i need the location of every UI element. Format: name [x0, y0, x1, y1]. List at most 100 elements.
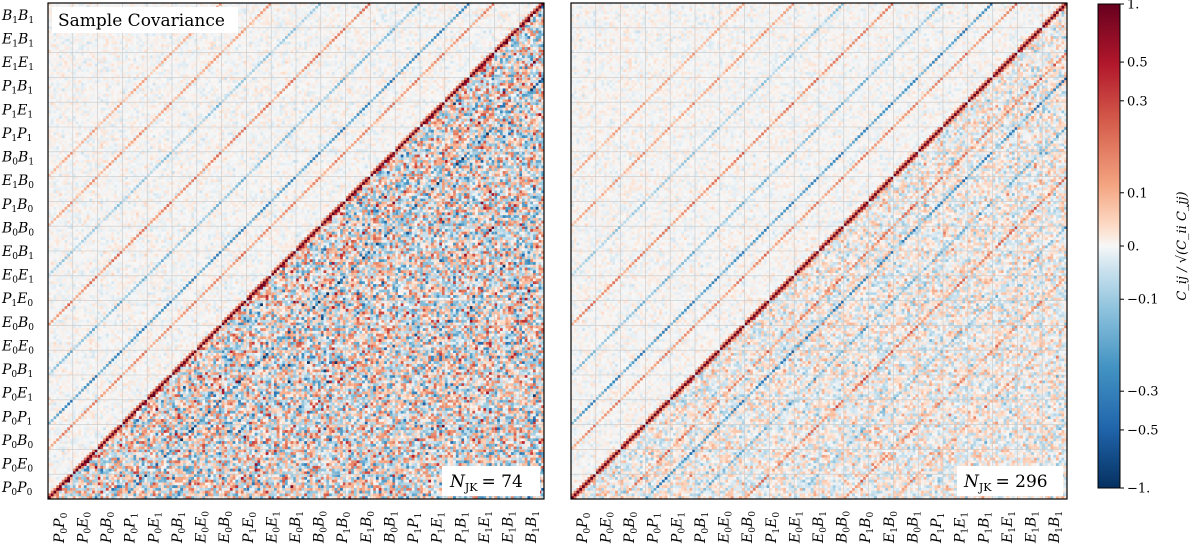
heatmap-cell — [525, 20, 528, 23]
heatmap-cell — [511, 22, 514, 25]
heatmap-cell — [255, 9, 258, 12]
heatmap-cell — [395, 17, 398, 20]
heatmap-cell — [241, 17, 244, 20]
heatmap-cell — [274, 11, 277, 14]
heatmap-cell — [370, 28, 373, 31]
heatmap-cell — [384, 14, 387, 17]
heatmap-cell — [246, 22, 249, 25]
heatmap-cell — [437, 9, 440, 12]
heatmap-cell — [296, 14, 299, 17]
heatmap-cell — [282, 20, 285, 23]
heatmap-cell — [530, 6, 533, 9]
heatmap-cell — [290, 11, 293, 14]
heatmap-cell — [387, 6, 390, 9]
heatmap-cell — [387, 28, 390, 31]
heatmap-cell — [337, 17, 340, 20]
heatmap-cell — [530, 17, 533, 20]
heatmap-cell — [279, 11, 282, 14]
heatmap-cell — [354, 28, 357, 31]
heatmap-cell — [486, 14, 489, 17]
heatmap-cell — [329, 20, 332, 23]
heatmap-cell — [420, 22, 423, 25]
heatmap-cell — [503, 28, 506, 31]
heatmap-cell — [310, 20, 313, 23]
heatmap-cell — [255, 14, 258, 17]
heatmap-cell — [431, 9, 434, 12]
heatmap-cell — [434, 17, 437, 20]
heatmap-cell — [299, 9, 302, 12]
heatmap-cell — [412, 22, 415, 25]
heatmap-cell — [348, 20, 351, 23]
heatmap-cell — [282, 28, 285, 31]
heatmap-cell — [266, 22, 269, 25]
heatmap-cell — [296, 6, 299, 9]
heatmap-cell — [340, 14, 343, 17]
heatmap-cell — [494, 9, 497, 12]
heatmap-cell — [324, 9, 327, 12]
heatmap-cell — [304, 20, 307, 23]
heatmap-cell — [241, 11, 244, 14]
heatmap-cell — [390, 28, 393, 31]
heatmap-cell — [503, 6, 506, 9]
heatmap-cell — [315, 14, 318, 17]
heatmap-cell — [395, 20, 398, 23]
heatmap-cell — [354, 14, 357, 17]
heatmap-cell — [437, 14, 440, 17]
heatmap-cell — [321, 22, 324, 25]
heatmap-cell — [376, 20, 379, 23]
heatmap-cell — [329, 28, 332, 31]
heatmap-cell — [379, 9, 382, 12]
heatmap-cell — [478, 17, 481, 20]
heatmap-cell — [313, 20, 316, 23]
heatmap-cell — [508, 9, 511, 12]
heatmap-cell — [398, 9, 401, 12]
heatmap-cell — [423, 28, 426, 31]
heatmap-cell — [403, 20, 406, 23]
heatmap-cell — [494, 6, 497, 9]
heatmap-cell — [299, 22, 302, 25]
heatmap-cell — [348, 22, 351, 25]
heatmap-cell — [332, 20, 335, 23]
heatmap-cell — [302, 11, 305, 14]
heatmap-cell — [497, 20, 500, 23]
heatmap-cell — [313, 17, 316, 20]
heatmap-cell — [478, 22, 481, 25]
heatmap-cell — [271, 9, 274, 12]
heatmap-cell — [511, 17, 514, 20]
heatmap-cell — [263, 9, 266, 12]
heatmap-cell — [296, 17, 299, 20]
heatmap-cell — [277, 9, 280, 12]
heatmap-cell — [505, 22, 508, 25]
heatmap-cell — [514, 20, 517, 23]
heatmap-cell — [310, 9, 313, 12]
heatmap-cell — [406, 6, 409, 9]
heatmap-cell — [461, 11, 464, 14]
heatmap-cell — [533, 11, 536, 14]
heatmap-cell — [426, 14, 429, 17]
heatmap-cell — [414, 28, 417, 31]
heatmap-cell — [266, 9, 269, 12]
heatmap-cell — [538, 17, 541, 20]
heatmap-cell — [260, 6, 263, 9]
heatmap-cell — [376, 17, 379, 20]
heatmap-cell — [376, 28, 379, 31]
heatmap-cell — [313, 22, 316, 25]
heatmap-cell — [271, 14, 274, 17]
heatmap-cell — [470, 11, 473, 14]
heatmap-cell — [390, 20, 393, 23]
heatmap-cell — [494, 20, 497, 23]
heatmap-cell — [481, 17, 484, 20]
heatmap-cell — [329, 9, 332, 12]
heatmap-cell — [384, 28, 387, 31]
heatmap-cell — [271, 11, 274, 14]
heatmap-cell — [381, 22, 384, 25]
heatmap-cell — [266, 20, 269, 23]
heatmap-cell — [448, 20, 451, 23]
heatmap-cell — [420, 11, 423, 14]
heatmap-cell — [373, 22, 376, 25]
heatmap-cell — [351, 14, 354, 17]
heatmap-cell — [313, 14, 316, 17]
heatmap-cell — [453, 17, 456, 20]
heatmap-cell — [464, 22, 467, 25]
heatmap-cell — [470, 14, 473, 17]
